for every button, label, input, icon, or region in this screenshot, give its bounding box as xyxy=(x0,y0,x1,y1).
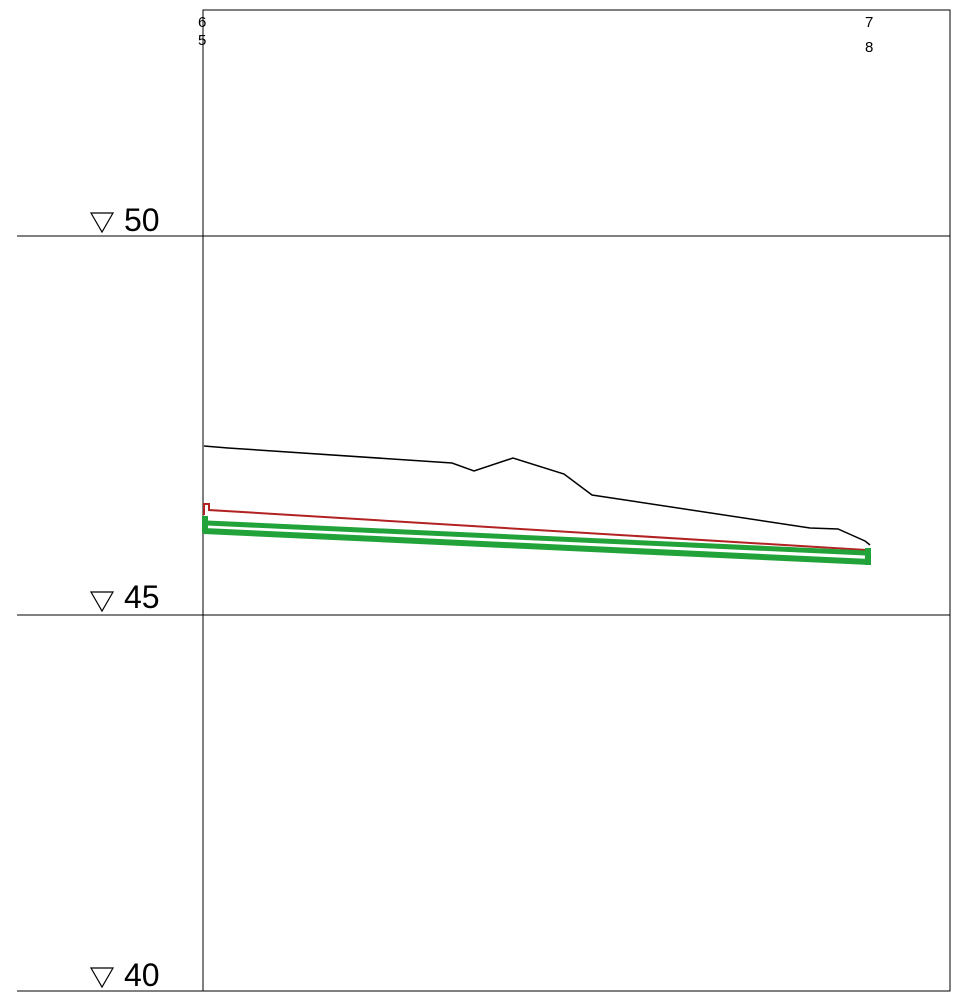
elevation-marker-50: 50 xyxy=(89,202,160,238)
frame-border xyxy=(202,9,951,992)
elevation-label-40: 40 xyxy=(124,957,160,992)
station-left-top: 6 xyxy=(198,14,206,31)
ground-profile-line xyxy=(203,445,871,546)
datum-triangle-icon xyxy=(89,212,115,234)
station-right-bottom: 8 xyxy=(865,39,873,56)
pipe-top-edge xyxy=(206,520,867,556)
elevation-marker-45: 45 xyxy=(89,579,160,615)
elevation-label-45: 45 xyxy=(124,579,160,615)
pipe-invert-line-red xyxy=(203,503,867,551)
station-left-bottom: 5 xyxy=(198,32,206,49)
station-right-top: 7 xyxy=(865,14,873,31)
elevation-label-50: 50 xyxy=(124,202,160,238)
elevation-marker-40: 40 xyxy=(89,957,160,992)
datum-triangle-icon xyxy=(89,591,115,613)
pipe-bottom-edge xyxy=(203,528,871,565)
pipe-segment-green xyxy=(202,516,871,565)
datum-triangle-icon xyxy=(89,967,115,989)
